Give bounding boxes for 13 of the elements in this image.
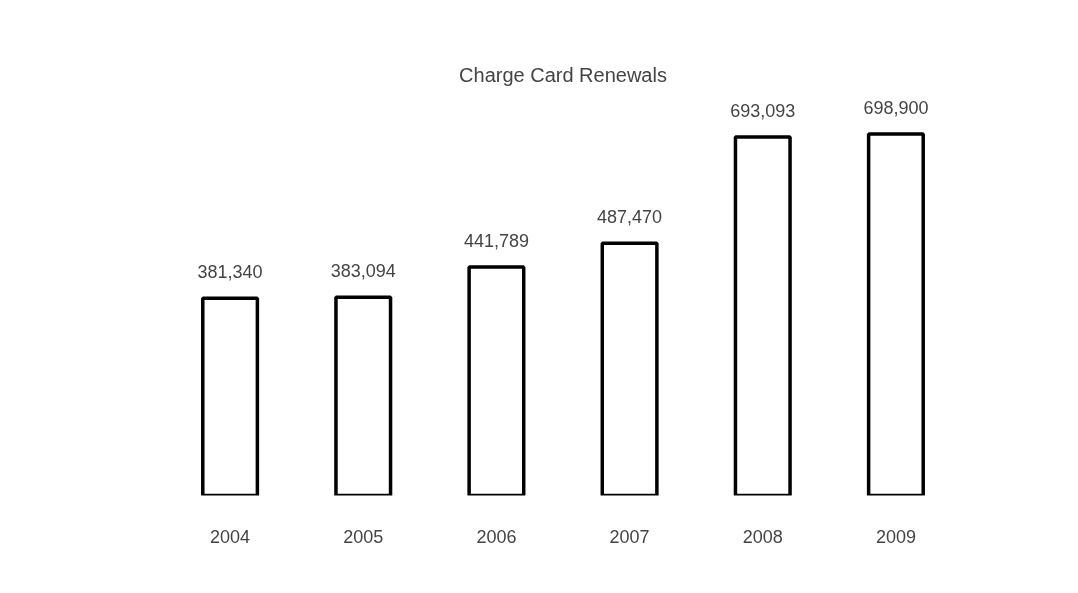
x-tick-label: 2005 bbox=[343, 526, 384, 547]
data-label: 381,340 bbox=[197, 262, 263, 283]
data-label: 383,094 bbox=[330, 261, 396, 282]
chart-title: Charge Card Renewals bbox=[459, 63, 667, 86]
data-label: 693,093 bbox=[730, 100, 796, 121]
x-tick-label: 2004 bbox=[210, 526, 251, 547]
data-label: 487,470 bbox=[597, 207, 663, 228]
x-tick-label: 2007 bbox=[609, 526, 650, 547]
x-tick-label: 2006 bbox=[476, 526, 517, 547]
x-tick-label: 2009 bbox=[875, 526, 916, 547]
data-label: 698,900 bbox=[863, 97, 929, 118]
x-tick-label: 2008 bbox=[742, 526, 783, 547]
data-label: 441,789 bbox=[463, 230, 529, 251]
